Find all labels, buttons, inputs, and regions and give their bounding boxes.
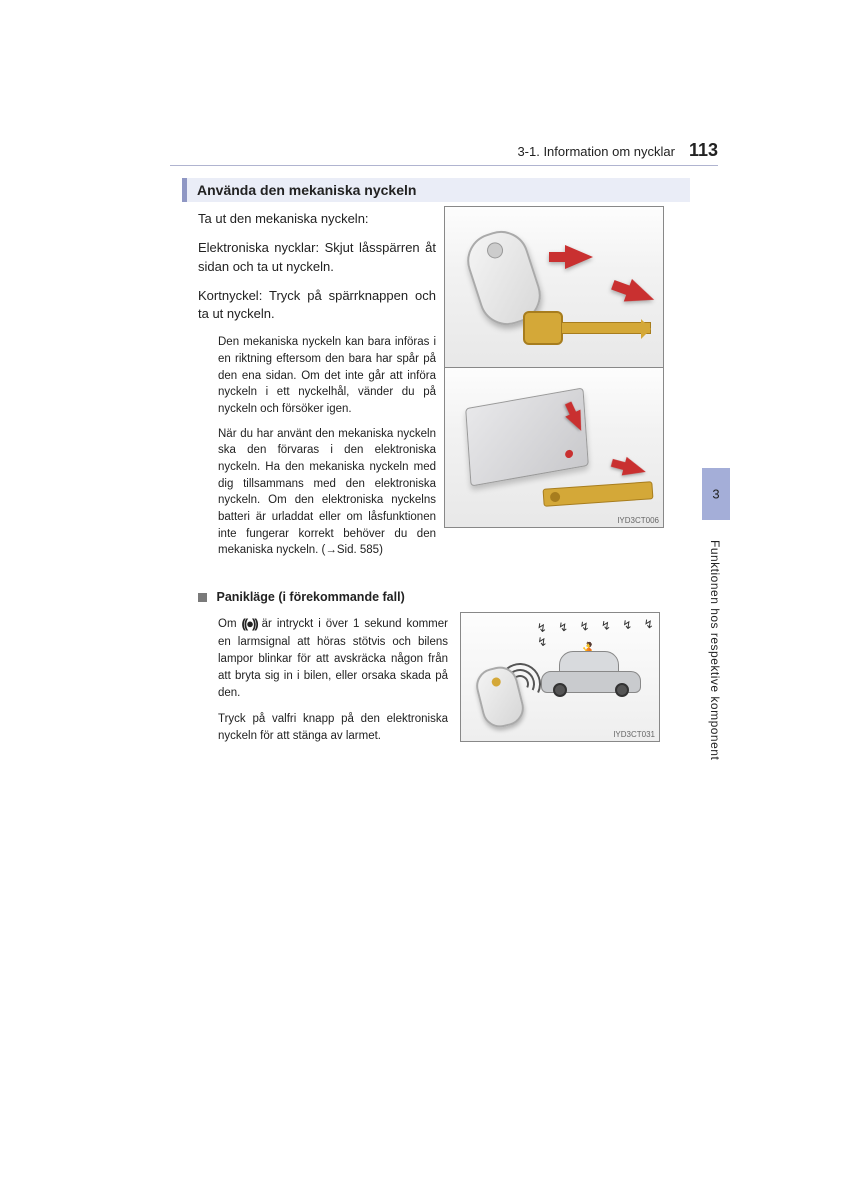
key-head-icon [523, 311, 563, 345]
panic-button-icon: ((●)) [242, 614, 257, 634]
square-bullet-icon [198, 593, 207, 602]
panic-p1-a: Om [218, 618, 242, 630]
intro-p2: Elektroniska nycklar: Skjut låsspärren å… [198, 239, 436, 277]
manual-page: 3-1. Information om nycklar 113 Använda … [0, 0, 848, 1200]
mechanical-key-icon [523, 305, 653, 349]
figure-panic: ↯ ↯ ↯ ↯ ↯ ↯ ↯ 🏃 IYD3CT031 [460, 612, 660, 742]
page-number: 113 [689, 140, 718, 161]
note-p1: Den mekaniska nyckeln kan bara införas i… [218, 334, 436, 417]
note-p2: När du har använt den mekaniska nyckeln … [218, 426, 436, 559]
thin-key-icon [543, 481, 654, 507]
wheel-icon [615, 683, 629, 697]
note-block: Den mekaniska nyckeln kan bara införas i… [218, 334, 436, 559]
arrow-right-icon [565, 245, 593, 269]
panic-heading: Panikläge (i förekommande fall) [198, 590, 405, 604]
car-roof-icon [559, 651, 619, 673]
chapter-caption: Funktionen hos respektive komponent [708, 540, 722, 800]
panic-p1: Om ((●)) är intryckt i över 1 sekund kom… [218, 614, 448, 703]
section-title-text: Använda den mekaniska nyckeln [197, 182, 416, 198]
key-blade-icon [561, 322, 651, 334]
panic-p2: Tryck på valfri knapp på den elektronisk… [218, 711, 448, 746]
panic-text: Om ((●)) är intryckt i över 1 sekund kom… [218, 614, 448, 753]
panic-heading-text: Panikläge (i förekommande fall) [216, 590, 404, 604]
figure-stack: IYD3CT006 [444, 206, 664, 528]
figure-code: IYD3CT031 [613, 730, 655, 739]
figure-code: IYD3CT006 [617, 516, 659, 525]
body-text-column: Ta ut den mekaniska nyckeln: Elektronisk… [198, 210, 436, 567]
arrow-right-icon [622, 457, 649, 481]
intro-p3: Kortnyckel: Tryck på spärrknappen och ta… [198, 287, 436, 325]
chapter-tab: 3 [702, 468, 730, 520]
figure-cardkey: IYD3CT006 [445, 367, 663, 527]
section-title: Använda den mekaniska nyckeln [182, 178, 690, 202]
intro-p1: Ta ut den mekaniska nyckeln: [198, 210, 436, 229]
section-label: 3-1. Information om nycklar [517, 144, 675, 159]
chapter-number: 3 [712, 487, 719, 502]
figure-keyfob [445, 207, 663, 367]
header-rule [170, 165, 718, 166]
page-header: 3-1. Information om nycklar 113 [170, 140, 718, 161]
